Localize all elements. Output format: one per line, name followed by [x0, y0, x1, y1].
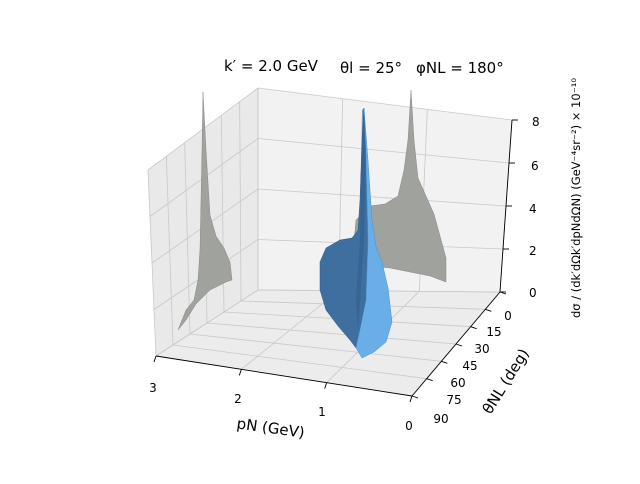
z-tick-label: 0: [529, 286, 537, 300]
y-tick-label: 75: [446, 393, 461, 407]
x-tick-label: 2: [234, 392, 242, 406]
projection-back-wall: [351, 89, 447, 283]
y-tick-mark: [411, 395, 419, 399]
y-tick-label: 30: [474, 342, 489, 356]
title-kprime: k′ = 2.0 GeV: [224, 57, 319, 75]
y-tick-mark: [455, 343, 463, 347]
x-tick-label: 0: [405, 419, 413, 433]
title-phi-n: φNL = 180°: [416, 59, 504, 77]
surface-right-lobe: [355, 107, 393, 359]
x-tick-mark: [238, 369, 242, 376]
x-axis-label: pN (GeV): [236, 414, 306, 441]
chart-title: k′ = 2.0 GeV θl = 25° φNL = 180°: [224, 57, 504, 77]
grid-line-y: [206, 322, 457, 345]
x-tick-labels: 3 2 1 0: [149, 381, 413, 433]
grid-line-z-left: [155, 289, 259, 357]
axes-panes: [148, 88, 512, 396]
x-tick-mark: [324, 382, 328, 389]
y-axis-label: θNL (deg): [479, 345, 533, 417]
x-tick-mark: [409, 395, 413, 403]
z-tick-label: 4: [529, 202, 537, 216]
surface: [319, 107, 393, 359]
projection-left-wall: [177, 91, 233, 331]
x-axis-line: [155, 355, 413, 397]
y-tick-label: 45: [462, 359, 477, 373]
grid-line-y: [189, 333, 442, 362]
z-axis-label: dσ / (dk′dΩk′dpNdΩN) (GeV⁻⁴sr⁻²) × 10⁻¹⁰: [569, 78, 583, 318]
y-tick-mark: [485, 308, 492, 312]
tick-marks: [153, 119, 518, 403]
projections: [177, 89, 447, 331]
y-tick-label: 0: [504, 309, 512, 323]
x-tick-label: 3: [149, 381, 157, 395]
grid-line-z-back: [257, 188, 507, 207]
z-tick-label: 2: [529, 244, 537, 258]
title-theta-l: θl = 25°: [340, 59, 402, 77]
y-tick-label: 90: [433, 412, 448, 426]
surface-crest: [356, 108, 366, 330]
y-tick-mark: [426, 378, 433, 382]
x-tick-label: 1: [318, 405, 326, 419]
z-tick-label: 6: [531, 159, 539, 173]
grid-line-z-back: [257, 87, 513, 121]
y-tick-mark: [441, 360, 448, 364]
z-tick-labels: 0 2 4 6 8: [529, 115, 540, 300]
y-tick-label: 15: [486, 325, 501, 339]
y-tick-labels: 0 15 30 45 60 75 90: [433, 309, 511, 426]
grid-line-y: [172, 344, 427, 380]
x-tick-mark: [153, 355, 157, 363]
y-tick-label: 60: [450, 376, 465, 390]
grid-line-z-back: [257, 138, 510, 164]
z-tick-label: 8: [532, 115, 540, 129]
floor-pane: [156, 290, 500, 396]
y-tick-mark: [470, 326, 477, 330]
